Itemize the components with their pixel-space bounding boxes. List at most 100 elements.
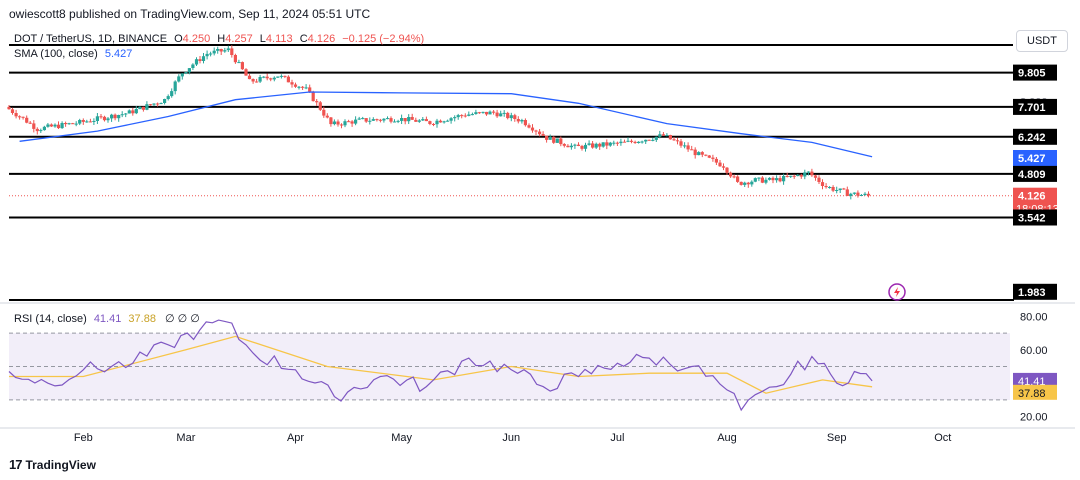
candle-body bbox=[435, 120, 439, 125]
candle-body bbox=[721, 166, 726, 168]
candle-body bbox=[120, 114, 124, 116]
level-7701-badge bbox=[1013, 98, 1057, 115]
level-6242-badge bbox=[1013, 128, 1057, 145]
level-1983-badge bbox=[1013, 283, 1057, 300]
candle-body bbox=[64, 123, 68, 125]
candle-body bbox=[732, 176, 736, 178]
candle-body bbox=[499, 113, 503, 117]
candle-body bbox=[675, 140, 680, 142]
candle-body bbox=[81, 120, 85, 122]
candle-body bbox=[88, 121, 92, 123]
time-tick-label: Oct bbox=[934, 432, 951, 444]
candle-body bbox=[173, 81, 177, 92]
level-1983-label: 1.983 bbox=[1018, 287, 1046, 299]
candle-body bbox=[286, 76, 290, 83]
candle-body bbox=[615, 142, 619, 144]
candle-body bbox=[647, 139, 651, 141]
candle-body bbox=[463, 115, 467, 117]
candle-body bbox=[226, 48, 230, 51]
candle-body bbox=[474, 112, 478, 114]
candle-body bbox=[201, 56, 206, 61]
candle-body bbox=[813, 175, 818, 178]
candle-body bbox=[591, 143, 595, 148]
legend-high-value: 4.257 bbox=[225, 33, 253, 45]
candle-body bbox=[771, 177, 775, 181]
candle-body bbox=[693, 149, 697, 156]
candle-body bbox=[806, 171, 810, 173]
currency-button[interactable]: USDT bbox=[1016, 30, 1068, 52]
candle-body bbox=[817, 177, 821, 182]
candle-body bbox=[209, 53, 213, 55]
sma-value-badge bbox=[1013, 150, 1057, 166]
candle-body bbox=[725, 167, 729, 173]
time-tick-label: May bbox=[391, 432, 412, 444]
candle-body bbox=[562, 144, 566, 146]
candle-body bbox=[205, 53, 209, 57]
candle-body bbox=[587, 143, 591, 145]
time-tick-label: Sep bbox=[827, 432, 847, 444]
candle-body bbox=[767, 177, 772, 180]
candle-body bbox=[863, 193, 867, 195]
candle-body bbox=[329, 117, 333, 125]
candle-body bbox=[78, 120, 82, 124]
candle-body bbox=[760, 177, 764, 183]
candle-body bbox=[838, 188, 842, 190]
candle-body bbox=[304, 87, 308, 89]
candle-body bbox=[145, 104, 149, 110]
level-3542-label: 3.542 bbox=[1018, 213, 1046, 225]
candle-body bbox=[449, 118, 453, 121]
time-tick-label: Apr bbox=[287, 432, 304, 444]
candle-body bbox=[775, 178, 779, 181]
candle-body bbox=[658, 134, 662, 137]
candle-body bbox=[637, 141, 641, 143]
candle-body bbox=[85, 121, 89, 123]
candle-body bbox=[718, 162, 722, 167]
candle-body bbox=[484, 111, 489, 115]
candle-body bbox=[156, 103, 160, 105]
candle-body bbox=[184, 72, 188, 74]
candle-body bbox=[583, 144, 588, 149]
candle-body bbox=[835, 190, 839, 191]
candle-body bbox=[301, 86, 305, 88]
rsi-legend-label: RSI (14, close) bbox=[14, 313, 87, 325]
lightning-icon[interactable] bbox=[888, 283, 906, 301]
candle-body bbox=[467, 114, 471, 116]
candle-body bbox=[198, 59, 202, 61]
candle-body bbox=[523, 120, 527, 126]
candle-body bbox=[605, 142, 609, 146]
candle-body bbox=[796, 175, 800, 176]
candle-body bbox=[810, 171, 814, 176]
time-tick-label: Aug bbox=[717, 432, 737, 444]
svg-text:SMA (100, close) 5.427: SMA (100, close) 5.427 bbox=[14, 48, 132, 60]
candle-body bbox=[612, 142, 616, 144]
candle-body bbox=[828, 187, 832, 188]
rsi-line bbox=[8, 319, 873, 412]
rsi-legend-value: 41.41 bbox=[94, 313, 122, 325]
candle-body bbox=[127, 110, 131, 114]
candle-body bbox=[385, 118, 390, 120]
candle-body bbox=[414, 119, 418, 122]
rsi-ma-label: 37.88 bbox=[1018, 388, 1046, 400]
candle-body bbox=[357, 118, 361, 120]
time-tick-label: Feb bbox=[74, 432, 93, 444]
legend-sma-label: SMA (100, close) bbox=[14, 48, 98, 60]
candle-body bbox=[545, 135, 549, 140]
candle-body bbox=[247, 75, 252, 80]
tradingview-brand: 17 TradingView bbox=[9, 457, 96, 472]
candle-body bbox=[318, 102, 322, 110]
candle-body bbox=[594, 143, 598, 148]
candle-body bbox=[686, 145, 690, 150]
candle-body bbox=[785, 176, 789, 177]
rsi-legend: RSI (14, close) 41.41 37.88 ∅ ∅ ∅ bbox=[14, 313, 200, 325]
candle-body bbox=[233, 55, 237, 63]
candle-body bbox=[216, 49, 220, 51]
candle-body bbox=[67, 123, 71, 125]
candle-body bbox=[460, 115, 464, 117]
last-price-label: 4.126 bbox=[1018, 191, 1046, 203]
legend-open-value: 4.250 bbox=[183, 33, 211, 45]
candle-body bbox=[626, 140, 630, 142]
candle-body bbox=[566, 145, 570, 148]
candle-body bbox=[866, 193, 871, 196]
candle-body bbox=[389, 118, 393, 122]
